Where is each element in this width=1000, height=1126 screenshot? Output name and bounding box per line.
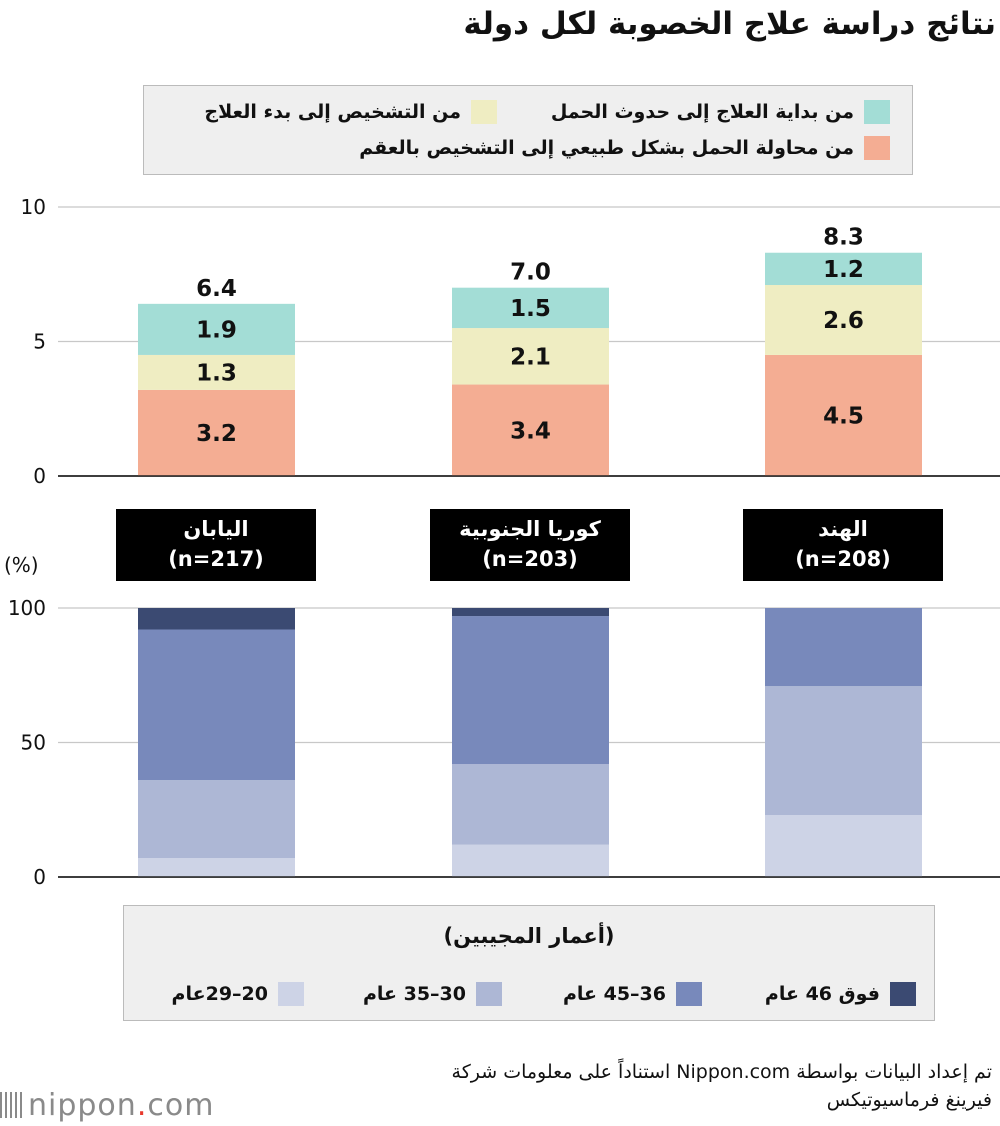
legend-swatch (864, 100, 890, 124)
legend-item-20-29: 20–29عام (172, 982, 304, 1006)
bar-segment-label: 1.3 (196, 360, 237, 386)
bar-total-label: 6.4 (196, 276, 237, 302)
percent-axis-unit: (%) (4, 553, 39, 577)
bar-segment (138, 354, 295, 390)
y-tick-label: 10 (21, 195, 46, 219)
country-name: اليابان (183, 517, 249, 541)
bar-segment (765, 252, 922, 286)
bar-segment-label: 4.5 (823, 403, 864, 429)
bar-segment-label: 2.1 (510, 344, 551, 370)
bar-segment (452, 384, 609, 476)
source-line-2: فيرينغ فرماسيوتيكس (826, 1089, 992, 1111)
logo-text: nippon (28, 1088, 137, 1123)
country-label-japan: اليابان (n=217) (116, 509, 316, 581)
bar-segment (765, 608, 922, 687)
bar-total-label: 7.0 (510, 260, 551, 286)
logo-suffix: com (147, 1088, 215, 1123)
legend-item-diagnosis-to-treatment: من التشخيص إلى بدء العلاج (204, 100, 497, 124)
y-tick-label: 0 (33, 865, 46, 889)
legend-item-over-46: فوق 46 عام (765, 982, 916, 1006)
bar-segment (138, 608, 295, 630)
bar-segment (452, 764, 609, 845)
legend-label: فوق 46 عام (764, 983, 880, 1005)
y-tick-label: 50 (21, 731, 46, 755)
age-legend: (أعمار المجيبين) فوق 46 عام 36–45 عام 30… (123, 905, 935, 1021)
top-legend: من بداية العلاج إلى حدوث الحمل من التشخي… (143, 85, 913, 175)
legend-label: من التشخيص إلى بدء العلاج (204, 101, 461, 123)
logo-dot: . (136, 1088, 148, 1123)
y-tick-label: 0 (33, 464, 46, 488)
bar-segment (138, 303, 295, 355)
source-note: تم إعداد البيانات بواسطة Nippon.com استن… (272, 1058, 992, 1114)
bar-segment-label: 1.2 (823, 257, 864, 283)
legend-item-treatment-to-pregnancy: من بداية العلاج إلى حدوث الحمل (551, 100, 890, 124)
bar-segment-label: 2.6 (823, 308, 864, 334)
bar-segment (765, 354, 922, 476)
legend-swatch (676, 982, 702, 1006)
bar-segment-label: 3.4 (510, 418, 551, 444)
country-label-south-korea: كوريا الجنوبية (n=203) (430, 509, 630, 581)
source-line-1: تم إعداد البيانات بواسطة Nippon.com استن… (451, 1061, 992, 1083)
country-name: كوريا الجنوبية (459, 517, 601, 541)
country-sample-size: (n=203) (482, 547, 578, 571)
country-sample-size: (n=208) (795, 547, 891, 571)
legend-swatch (278, 982, 304, 1006)
bar-segment-label: 3.2 (196, 421, 237, 447)
bar-segment (138, 858, 295, 877)
legend-swatch (890, 982, 916, 1006)
y-tick-label: 100 (8, 596, 46, 620)
bar-segment (138, 389, 295, 476)
bar-segment (452, 616, 609, 765)
country-name: الهند (818, 517, 868, 541)
legend-swatch (864, 136, 890, 160)
legend-label: 20–29عام (171, 983, 268, 1005)
logo-bars-icon (0, 1092, 22, 1118)
legend-item-trying-to-diagnosis: من محاولة الحمل بشكل طبيعي إلى التشخيص ب… (359, 136, 890, 160)
legend-label: من محاولة الحمل بشكل طبيعي إلى التشخيص ب… (359, 137, 854, 159)
bar-segment (452, 287, 609, 329)
chart-title: نتائج دراسة علاج الخصوبة لكل دولة (463, 6, 996, 42)
bar-segment (452, 844, 609, 877)
legend-label: 36–45 عام (562, 983, 666, 1005)
bar-segment (138, 629, 295, 781)
country-label-india: الهند (n=208) (743, 509, 943, 581)
y-tick-label: 5 (33, 330, 46, 354)
bar-segment (765, 686, 922, 816)
legend-item-36-45: 36–45 عام (563, 982, 702, 1006)
legend-label: من بداية العلاج إلى حدوث الحمل (550, 101, 854, 123)
bar-total-label: 8.3 (823, 225, 864, 251)
bar-segment (138, 780, 295, 859)
bar-segment (452, 328, 609, 385)
legend-swatch (471, 100, 497, 124)
legend-item-30-35: 30–35 عام (363, 982, 502, 1006)
bar-segment-label: 1.9 (196, 317, 237, 343)
legend-label: 30–35 عام (362, 983, 466, 1005)
country-sample-size: (n=217) (168, 547, 264, 571)
bar-segment-label: 1.5 (510, 296, 551, 322)
bar-segment (765, 285, 922, 355)
nippon-logo: nippon.com (0, 1088, 214, 1123)
age-legend-title: (أعمار المجيبين) (443, 924, 615, 948)
legend-swatch (476, 982, 502, 1006)
bar-segment (452, 608, 609, 617)
bar-segment (765, 815, 922, 877)
